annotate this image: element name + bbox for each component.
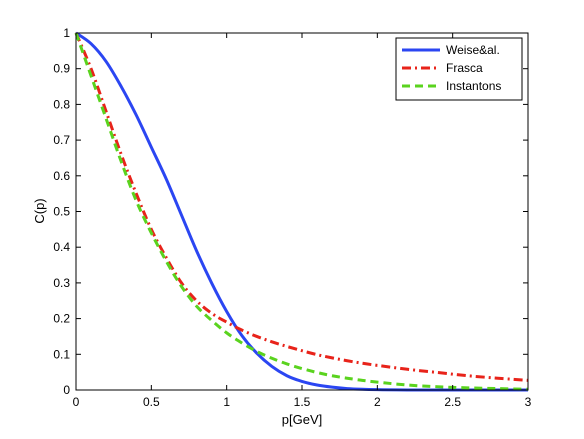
y-axis-label: C(p)	[32, 198, 47, 223]
y-tick-label: 0.9	[53, 62, 70, 76]
x-tick-label: 1	[223, 395, 230, 409]
x-tick-label: 1.5	[294, 395, 311, 409]
series-line-1	[74, 32, 529, 382]
legend-label: Frasca	[446, 61, 483, 75]
ticks-layer: 0 0.5 1 1.5 2 2.5 3 0 0.1 0.2 0.3 0.4 0.5 0.6 0.7 0.8 0.…	[53, 26, 531, 409]
y-tick-label: 0.6	[53, 169, 70, 183]
legend-label: Instantons	[446, 79, 501, 93]
legend: Weise&al. Frasca Instantons	[395, 37, 523, 101]
y-tick-label: 0.3	[53, 276, 70, 290]
series-line-2	[74, 32, 529, 391]
y-tick-label: 0.2	[53, 312, 70, 326]
x-tick-label: 0	[73, 395, 80, 409]
x-tick-label: 3	[525, 395, 532, 409]
x-tick-label: 2	[374, 395, 381, 409]
y-tick-label: 0.1	[53, 347, 70, 361]
x-axis-label: p[GeV]	[282, 412, 322, 427]
legend-label: Weise&al.	[446, 43, 500, 57]
y-tick-label: 0.7	[53, 133, 70, 147]
x-tick-label: 2.5	[444, 395, 461, 409]
y-tick-label: 0	[63, 383, 70, 397]
y-tick-label: 0.5	[53, 205, 70, 219]
y-tick-label: 0.4	[53, 240, 70, 254]
y-tick-label: 1	[63, 26, 70, 40]
x-tick-label: 0.5	[143, 395, 160, 409]
y-tick-label: 0.8	[53, 97, 70, 111]
